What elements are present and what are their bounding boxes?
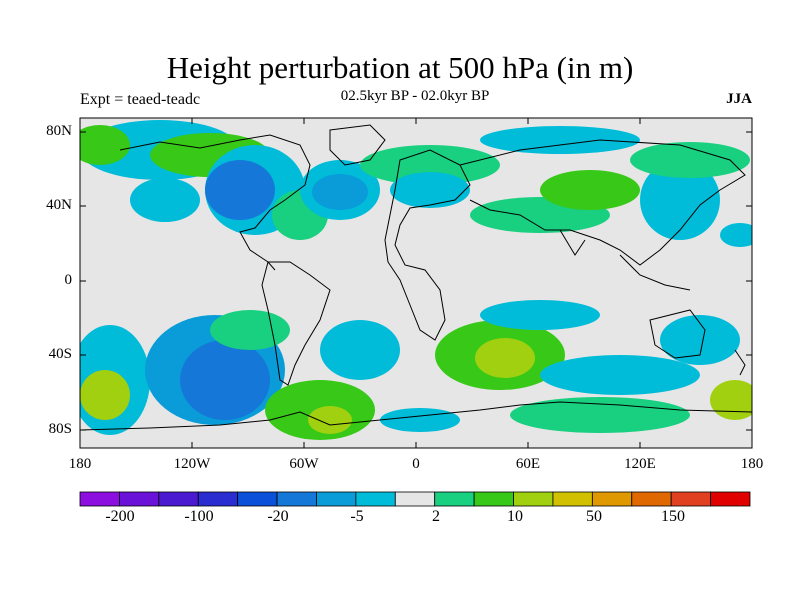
lat-label: 80N xyxy=(46,123,72,139)
colorbar-label: -100 xyxy=(184,508,214,525)
coastline-asia xyxy=(459,139,746,266)
coastline-australia xyxy=(649,309,706,359)
contour-region xyxy=(710,380,752,420)
lat-label: 0 xyxy=(64,272,73,288)
contour-region xyxy=(205,160,275,220)
lon-label: 120E xyxy=(624,456,656,472)
lon-label: 60E xyxy=(515,456,541,472)
colorbar-label: -200 xyxy=(105,508,135,525)
contour-region xyxy=(80,125,130,165)
plot-title: Height perturbation at 500 hPa (in m) xyxy=(166,50,634,85)
contour-region xyxy=(475,338,535,378)
colorbar-box xyxy=(197,491,239,507)
lat-label: 80S xyxy=(48,421,72,437)
contour-region xyxy=(80,370,130,420)
contour-region xyxy=(308,406,352,434)
colorbar-box xyxy=(473,491,514,507)
map-panel xyxy=(80,118,752,448)
colorbar-box xyxy=(237,491,278,507)
colorbar-label: -5 xyxy=(350,508,364,525)
lon-label: 60W xyxy=(289,456,319,472)
lat-label: 40N xyxy=(46,197,72,213)
contour-region xyxy=(480,126,640,154)
colorbar xyxy=(79,491,751,507)
colorbar-box xyxy=(394,491,436,507)
coastline-antarctica xyxy=(80,401,752,431)
coastline-north-america xyxy=(119,134,311,271)
lon-label: 180 xyxy=(740,456,764,472)
contour-region xyxy=(180,340,270,420)
experiment-label: Expt = teaed-teadc xyxy=(80,91,201,108)
lon-label: 0 xyxy=(412,456,420,472)
coastline-south-america xyxy=(261,261,331,386)
coastline-new-zealand xyxy=(734,349,746,376)
coastline-india xyxy=(559,229,586,256)
colorbar-box xyxy=(276,491,317,507)
contour-region xyxy=(630,142,750,178)
contour-region xyxy=(312,174,368,210)
colorbar-label: -20 xyxy=(267,508,289,525)
colorbar-box xyxy=(710,491,751,507)
colorbar-label: 10 xyxy=(507,508,523,525)
contour-region xyxy=(480,300,600,330)
coastlines xyxy=(80,124,752,431)
colorbar-box xyxy=(79,491,120,507)
contour-region xyxy=(720,223,752,247)
lon-label: 180 xyxy=(68,456,92,472)
lat-label: 40S xyxy=(48,346,72,362)
colorbar-box xyxy=(119,491,160,507)
contour-region xyxy=(130,178,200,222)
lat-ticks xyxy=(80,131,752,431)
contour-region xyxy=(540,170,640,210)
contour-region xyxy=(660,315,740,365)
contour-region xyxy=(510,397,690,433)
colorbar-box xyxy=(513,491,554,507)
colorbar-box xyxy=(670,491,711,507)
coastline-greenland xyxy=(329,124,386,166)
contour-region xyxy=(540,355,700,395)
period-label: 02.5kyr BP - 02.0kyr BP xyxy=(340,88,490,104)
colorbar-label: 150 xyxy=(661,508,685,525)
contour-region xyxy=(390,172,470,208)
colorbar-label: 2 xyxy=(432,508,440,525)
lon-label: 120W xyxy=(173,456,211,472)
colorbar-box xyxy=(631,491,672,507)
colorbar-box xyxy=(316,491,357,507)
contour-region xyxy=(380,408,460,432)
colorbar-box xyxy=(355,491,396,507)
contour-region xyxy=(640,160,720,240)
colorbar-box xyxy=(434,491,475,507)
coastline-southeast-asia xyxy=(619,254,691,291)
colorbar-label: 50 xyxy=(586,508,602,525)
season-label: JJA xyxy=(726,91,752,107)
colorbar-box xyxy=(158,491,199,507)
contour-region xyxy=(210,310,290,350)
colorbar-box xyxy=(552,491,593,507)
lon-ticks xyxy=(79,118,753,448)
coastline-europe-africa xyxy=(384,149,471,341)
colorbar-box xyxy=(591,491,633,507)
contour-region xyxy=(320,320,400,380)
